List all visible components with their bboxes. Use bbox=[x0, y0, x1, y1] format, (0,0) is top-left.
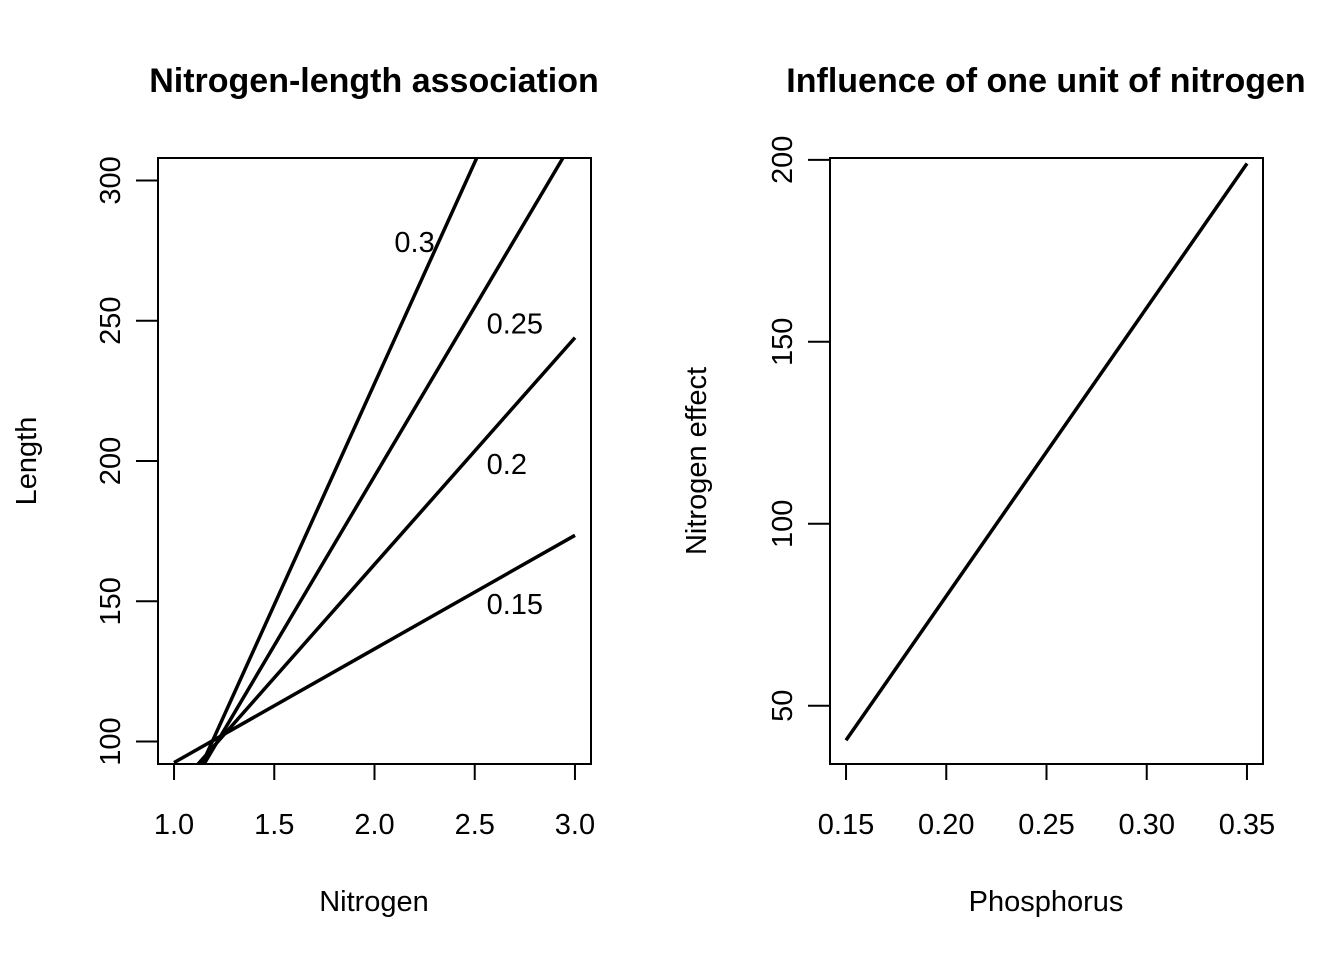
series-line bbox=[196, 336, 577, 766]
y-tick-label: 100 bbox=[767, 500, 799, 548]
x-axis: 0.15 0.20 0.25 0.30 0.35 bbox=[818, 764, 1275, 841]
series-group bbox=[844, 162, 1249, 742]
series-line bbox=[844, 162, 1249, 742]
x-tick-label: 1.5 bbox=[254, 809, 294, 841]
series-labels: 0.15 0.2 0.25 0.3 bbox=[394, 227, 543, 621]
x-tick-label: 2.0 bbox=[354, 809, 394, 841]
y-axis: 50 100 150 200 bbox=[767, 136, 830, 722]
series-label: 0.3 bbox=[394, 227, 434, 259]
x-tick-label: 0.35 bbox=[1219, 809, 1275, 841]
x-tick-label: 2.5 bbox=[455, 809, 495, 841]
y-axis-label: Length bbox=[11, 417, 43, 506]
x-axis-label: Nitrogen bbox=[319, 886, 429, 918]
y-tick-label: 150 bbox=[95, 577, 127, 625]
x-axis-label: Phosphorus bbox=[969, 886, 1124, 918]
series-label: 0.2 bbox=[487, 449, 527, 481]
series-label: 0.25 bbox=[487, 309, 543, 341]
y-axis-label: Nitrogen effect bbox=[681, 367, 713, 555]
series-line bbox=[173, 533, 576, 765]
plot-frame bbox=[829, 157, 1264, 765]
y-tick-label: 300 bbox=[95, 156, 127, 204]
x-tick-label: 0.30 bbox=[1119, 809, 1175, 841]
x-axis: 1.0 1.5 2.0 2.5 3.0 bbox=[154, 764, 595, 841]
x-tick-label: 0.25 bbox=[1018, 809, 1074, 841]
y-axis: 100 150 200 250 300 bbox=[95, 156, 158, 766]
series-label: 0.15 bbox=[487, 589, 543, 621]
x-tick-label: 0.20 bbox=[918, 809, 974, 841]
panel-nitrogen-length: Nitrogen-length association 1.0 1.5 2.0 2.5… bbox=[11, 62, 599, 918]
series-group bbox=[173, 157, 577, 766]
y-tick-label: 200 bbox=[95, 437, 127, 485]
series-line bbox=[202, 157, 565, 765]
chart-title: Influence of one unit of nitrogen bbox=[786, 62, 1305, 100]
x-tick-label: 3.0 bbox=[555, 809, 595, 841]
x-tick-label: 1.0 bbox=[154, 809, 194, 841]
y-tick-label: 50 bbox=[767, 690, 799, 722]
y-tick-label: 150 bbox=[767, 318, 799, 366]
panel-nitrogen-effect: Influence of one unit of nitrogen 0.15 0.… bbox=[681, 62, 1306, 918]
x-tick-label: 0.15 bbox=[818, 809, 874, 841]
y-tick-label: 100 bbox=[95, 717, 127, 765]
chart-title: Nitrogen-length association bbox=[149, 62, 599, 100]
series-line bbox=[200, 157, 479, 765]
y-tick-label: 250 bbox=[95, 297, 127, 345]
y-tick-label: 200 bbox=[767, 136, 799, 184]
